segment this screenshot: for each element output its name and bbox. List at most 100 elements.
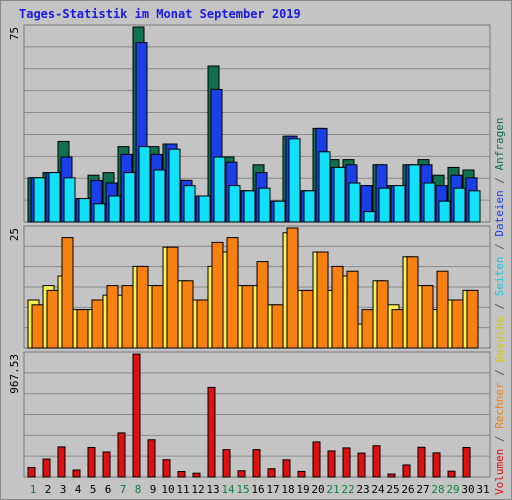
- bar-seiten: [348, 182, 361, 223]
- bar-seiten: [288, 138, 301, 223]
- bar-seiten: [468, 190, 481, 223]
- x-tick-label: 17: [266, 483, 279, 496]
- bar-rechner: [196, 299, 209, 349]
- bar-volumen: [417, 446, 426, 478]
- bar-seiten: [63, 177, 76, 223]
- x-tick-label: 19: [296, 483, 309, 496]
- bar-rechner: [316, 251, 329, 349]
- bar-seiten: [318, 151, 331, 223]
- bar-rechner: [61, 237, 74, 349]
- bar-volumen: [357, 452, 366, 478]
- bar-seiten: [363, 211, 376, 223]
- bar-volumen: [372, 445, 381, 478]
- bar-volumen: [102, 451, 111, 478]
- bar-rechner: [391, 309, 404, 349]
- x-tick-label: 25: [386, 483, 399, 496]
- legend-separator: /: [493, 363, 506, 383]
- bar-rechner: [376, 280, 389, 349]
- legend-separator: /: [493, 296, 506, 316]
- legend-separator: /: [493, 237, 506, 257]
- bar-seiten: [258, 187, 271, 223]
- x-tick-label: 15: [236, 483, 249, 496]
- bar-volumen: [342, 447, 351, 478]
- bar-rechner: [241, 285, 254, 349]
- x-tick-label: 22: [341, 483, 354, 496]
- bar-rechner: [46, 289, 59, 349]
- bar-volumen: [222, 449, 231, 478]
- x-tick-label: 28: [431, 483, 444, 496]
- legend-volumen: Volumen: [493, 449, 506, 495]
- bar-seiten: [153, 169, 166, 223]
- bar-seiten: [393, 185, 406, 223]
- bar-seiten: [303, 190, 316, 223]
- bar-volumen: [132, 353, 141, 478]
- x-tick-label: 5: [90, 483, 97, 496]
- bar-seiten: [453, 187, 466, 223]
- bar-volumen: [237, 470, 246, 478]
- x-tick-label: 16: [251, 483, 264, 496]
- bar-rechner: [256, 261, 269, 349]
- bar-rechner: [91, 299, 104, 349]
- bar-seiten: [78, 198, 91, 223]
- bar-seiten: [228, 185, 241, 223]
- bar-rechner: [466, 289, 479, 349]
- x-tick-label: 8: [135, 483, 142, 496]
- bar-seiten: [438, 200, 451, 223]
- x-tick-label: 30: [461, 483, 474, 496]
- y-max-label: 967.53: [8, 354, 21, 394]
- bar-volumen: [387, 473, 396, 478]
- x-tick-label: 3: [60, 483, 67, 496]
- x-tick-label: 1: [30, 483, 37, 496]
- bar-seiten: [198, 195, 211, 223]
- legend-anfragen: Anfragen: [493, 117, 506, 170]
- bar-volumen: [402, 464, 411, 478]
- bar-seiten: [273, 200, 286, 223]
- bar-volumen: [282, 459, 291, 478]
- bar-seiten: [243, 190, 256, 223]
- x-tick-label: 6: [105, 483, 112, 496]
- bar-seiten: [333, 166, 346, 223]
- bar-rechner: [211, 241, 224, 349]
- x-tick-label: 14: [221, 483, 235, 496]
- bar-rechner: [346, 270, 359, 349]
- legend-besuche: Besuche: [493, 316, 506, 362]
- x-tick-label: 23: [356, 483, 369, 496]
- bar-seiten: [408, 164, 421, 223]
- bar-rechner: [331, 265, 344, 349]
- x-tick-label: 29: [446, 483, 459, 496]
- bar-volumen: [57, 446, 66, 478]
- bar-rechner: [151, 285, 164, 349]
- bar-seiten: [48, 172, 61, 223]
- bar-volumen: [252, 449, 261, 478]
- bar-rechner: [106, 285, 119, 349]
- x-tick-label: 10: [161, 483, 174, 496]
- x-tick-label: 9: [150, 483, 157, 496]
- x-tick-label: 2: [45, 483, 52, 496]
- bar-volumen: [327, 450, 336, 478]
- bar-volumen: [27, 466, 36, 478]
- bar-volumen: [312, 441, 321, 478]
- bar-rechner: [436, 270, 449, 349]
- bar-rechner: [31, 304, 44, 349]
- x-tick-label: 7: [120, 483, 127, 496]
- x-tick-label: 26: [401, 483, 414, 496]
- bar-rechner: [286, 227, 299, 349]
- x-tick-label: 13: [206, 483, 219, 496]
- bar-volumen: [432, 452, 441, 478]
- bar-volumen: [117, 432, 126, 478]
- bar-volumen: [462, 447, 471, 478]
- bar-rechner: [406, 256, 419, 349]
- bar-volumen: [42, 458, 51, 478]
- bar-volumen: [297, 470, 306, 478]
- bar-volumen: [87, 447, 96, 478]
- x-tick-label: 12: [191, 483, 204, 496]
- bar-volumen: [177, 471, 186, 478]
- bar-seiten: [378, 187, 391, 223]
- chart-title: Tages-Statistik im Monat September 2019: [19, 7, 301, 21]
- bar-seiten: [183, 185, 196, 223]
- legend-rechner: Rechner: [493, 382, 506, 429]
- bar-rechner: [76, 309, 89, 349]
- x-tick-label: 27: [416, 483, 429, 496]
- x-tick-label: 11: [176, 483, 189, 496]
